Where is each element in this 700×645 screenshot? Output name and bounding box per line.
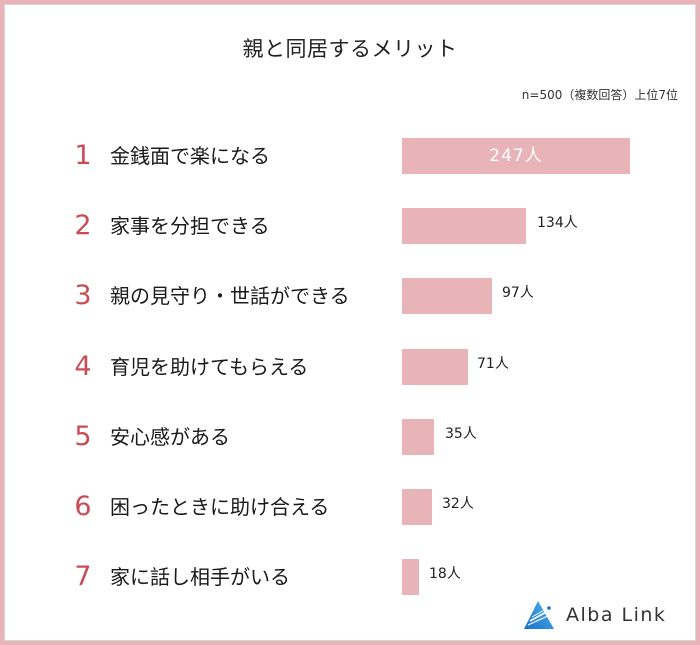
rank-number: 4 <box>74 351 92 382</box>
category-label: 家事を分担できる <box>110 214 270 238</box>
rank-number: 2 <box>74 210 92 241</box>
bar <box>402 489 432 525</box>
value-label: 247人 <box>489 146 543 166</box>
category-label: 困ったときに助け合える <box>110 495 330 519</box>
rank-number: 6 <box>74 491 92 522</box>
bar <box>402 278 492 314</box>
bar-row-5: 5 安心感がある 35人 <box>0 419 700 455</box>
sample-note: n=500（複数回答）上位7位 <box>521 88 678 102</box>
bar <box>402 208 526 244</box>
alba-link-logo-icon <box>524 601 554 629</box>
bar-row-3: 3 親の見守り・世話ができる 97人 <box>0 278 700 314</box>
bar: 247人 <box>402 138 630 174</box>
bar-row-6: 6 困ったときに助け合える 32人 <box>0 489 700 525</box>
category-label: 育児を助けてもらえる <box>110 355 309 379</box>
bar-row-2: 2 家事を分担できる 134人 <box>0 208 700 244</box>
rank-number: 1 <box>74 140 92 171</box>
value-label: 18人 <box>429 566 461 582</box>
value-label: 32人 <box>442 496 474 512</box>
bar-row-4: 4 育児を助けてもらえる 71人 <box>0 349 700 385</box>
bar <box>402 419 434 455</box>
brand-name: Alba Link <box>566 604 667 626</box>
bar-row-1: 1 金銭面で楽になる 247人 <box>0 138 700 174</box>
rank-number: 7 <box>74 561 92 592</box>
bar <box>402 559 419 595</box>
value-label: 97人 <box>502 285 534 301</box>
category-label: 家に話し相手がいる <box>110 565 290 589</box>
value-label: 35人 <box>445 426 477 442</box>
value-label: 71人 <box>477 356 509 372</box>
value-label: 134人 <box>537 215 578 231</box>
bar <box>402 349 468 385</box>
category-label: 金銭面で楽になる <box>110 144 270 168</box>
brand-logo: Alba Link <box>522 598 666 632</box>
chart-frame <box>4 4 696 641</box>
category-label: 安心感がある <box>110 425 230 449</box>
bar-row-7: 7 家に話し相手がいる 18人 <box>0 559 700 595</box>
chart-title: 親と同居するメリット <box>242 37 458 61</box>
category-label: 親の見守り・世話ができる <box>110 284 350 308</box>
rank-number: 3 <box>74 280 92 311</box>
rank-number: 5 <box>74 421 92 452</box>
